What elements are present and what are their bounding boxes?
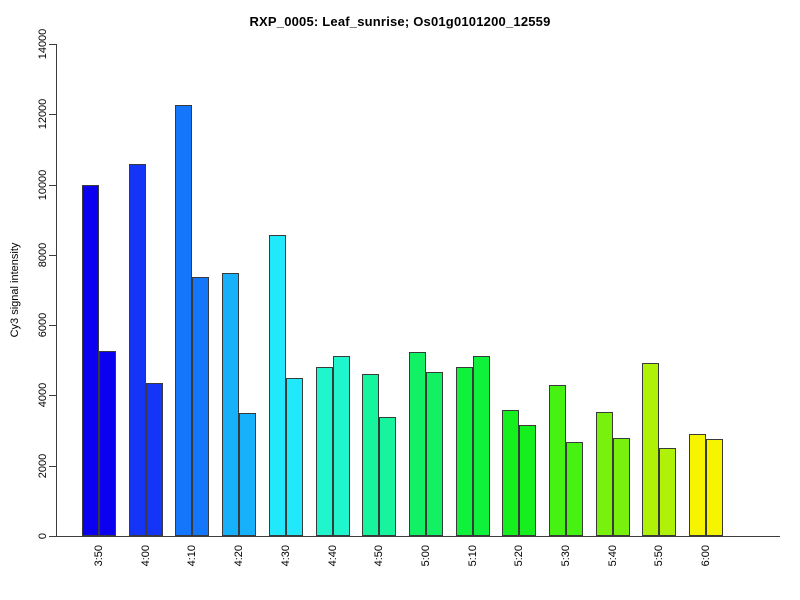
y-tick-mark [49, 185, 56, 186]
bar [519, 424, 537, 536]
y-tick-mark [49, 466, 56, 467]
bar [425, 372, 443, 536]
y-tick-mark [49, 255, 56, 256]
bar [82, 184, 99, 536]
y-tick-mark [49, 395, 56, 396]
y-tick-label: 0 [37, 532, 49, 540]
y-tick-mark [49, 536, 56, 537]
bar [595, 412, 613, 536]
bar [612, 438, 630, 536]
bar [642, 363, 660, 536]
bar [239, 412, 257, 536]
x-tick-label: 4:30 [279, 545, 292, 567]
bar [379, 417, 397, 536]
bar [502, 409, 520, 536]
bar [175, 105, 193, 536]
bar [706, 439, 724, 536]
y-tick-mark [49, 44, 56, 45]
y-tick-label: 14000 [37, 28, 49, 60]
y-tick-label: 4000 [37, 382, 49, 408]
y-tick-mark [49, 114, 56, 115]
x-tick-label: 5:00 [419, 545, 432, 567]
y-axis-label: Cy3 signal intensity [9, 242, 21, 338]
x-tick-label: 5:40 [606, 545, 619, 567]
bar [145, 382, 163, 536]
bar [472, 356, 490, 536]
y-tick-label: 6000 [37, 312, 49, 338]
x-tick-label: 4:00 [139, 545, 152, 567]
bar [566, 442, 583, 536]
y-tick-label: 8000 [37, 242, 49, 268]
y-tick-label: 10000 [37, 169, 49, 201]
x-tick-label: 4:40 [326, 545, 339, 567]
bar [285, 378, 303, 536]
bar [99, 350, 116, 536]
x-tick-label: 4:50 [373, 545, 386, 567]
x-tick-label: 3:50 [93, 545, 105, 567]
bar [659, 447, 677, 536]
bar [268, 234, 286, 536]
x-tick-label: 5:30 [560, 545, 572, 567]
x-axis-line [56, 536, 780, 537]
bar [455, 366, 473, 536]
y-tick-mark [49, 325, 56, 326]
bar [689, 434, 707, 536]
bar [192, 277, 210, 536]
bar [549, 384, 566, 536]
x-tick-label: 6:00 [700, 545, 713, 567]
bar [128, 164, 146, 536]
x-tick-label: 4:20 [233, 545, 246, 567]
bar [332, 356, 350, 536]
y-axis-line [56, 44, 57, 537]
y-tick-label: 2000 [37, 453, 49, 479]
bar [362, 374, 380, 536]
y-tick-label: 12000 [37, 98, 49, 130]
bar [222, 273, 240, 536]
x-tick-label: 5:20 [513, 545, 526, 567]
bar [408, 351, 426, 536]
x-tick-label: 5:10 [466, 545, 479, 567]
bar [315, 366, 333, 536]
x-tick-label: 5:50 [653, 545, 666, 567]
chart-title: RXP_0005: Leaf_sunrise; Os01g0101200_125… [249, 14, 551, 29]
x-tick-label: 4:10 [186, 545, 199, 567]
